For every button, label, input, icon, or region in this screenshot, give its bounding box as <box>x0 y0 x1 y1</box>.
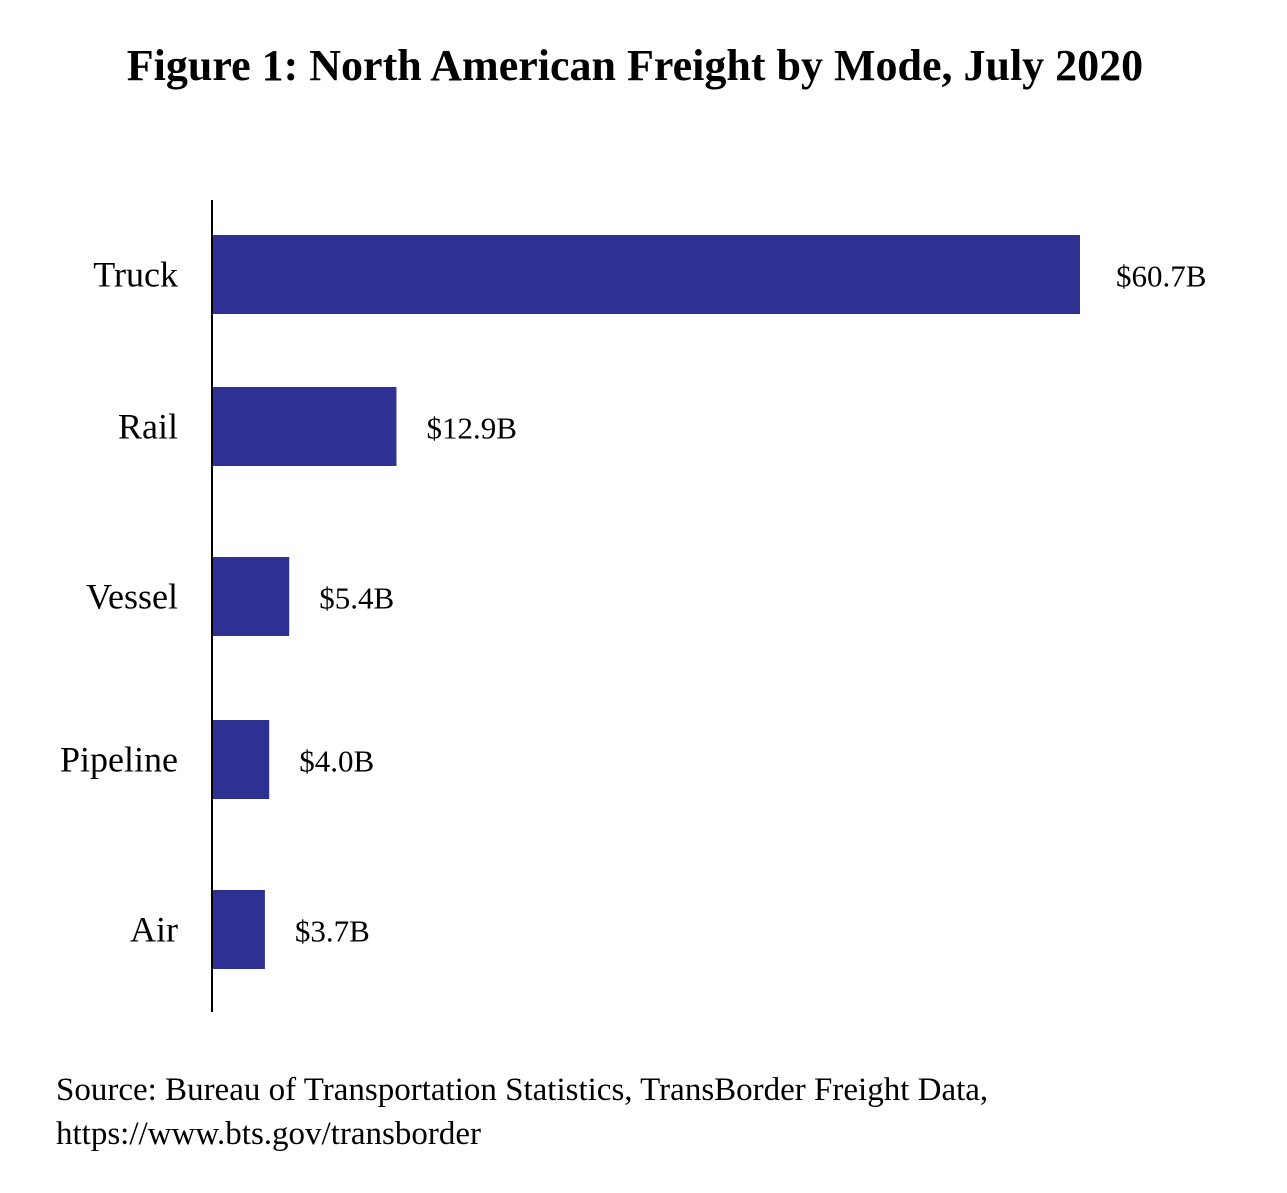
bar-air <box>212 890 265 969</box>
category-label: Vessel <box>86 577 178 617</box>
bar-vessel <box>212 557 290 636</box>
data-label: $5.4B <box>319 581 394 616</box>
chart-title: Figure 1: North American Freight by Mode… <box>126 41 1144 90</box>
category-label: Air <box>130 910 178 950</box>
data-label: $60.7B <box>1116 259 1206 294</box>
category-label: Truck <box>93 255 178 295</box>
category-label: Pipeline <box>60 740 178 780</box>
bar-truck <box>212 235 1080 314</box>
bar-rail <box>212 387 397 466</box>
source-text: Source: Bureau of Transportation Statist… <box>56 1072 989 1108</box>
source-url[interactable]: https://www.bts.gov/transborder <box>56 1116 481 1152</box>
source-note: Source: Bureau of Transportation Statist… <box>56 1068 988 1156</box>
data-label: $12.9B <box>426 411 516 446</box>
category-label: Rail <box>118 407 178 447</box>
data-label: $4.0B <box>299 744 374 779</box>
data-label: $3.7B <box>295 914 370 949</box>
bar-pipeline <box>212 720 270 799</box>
